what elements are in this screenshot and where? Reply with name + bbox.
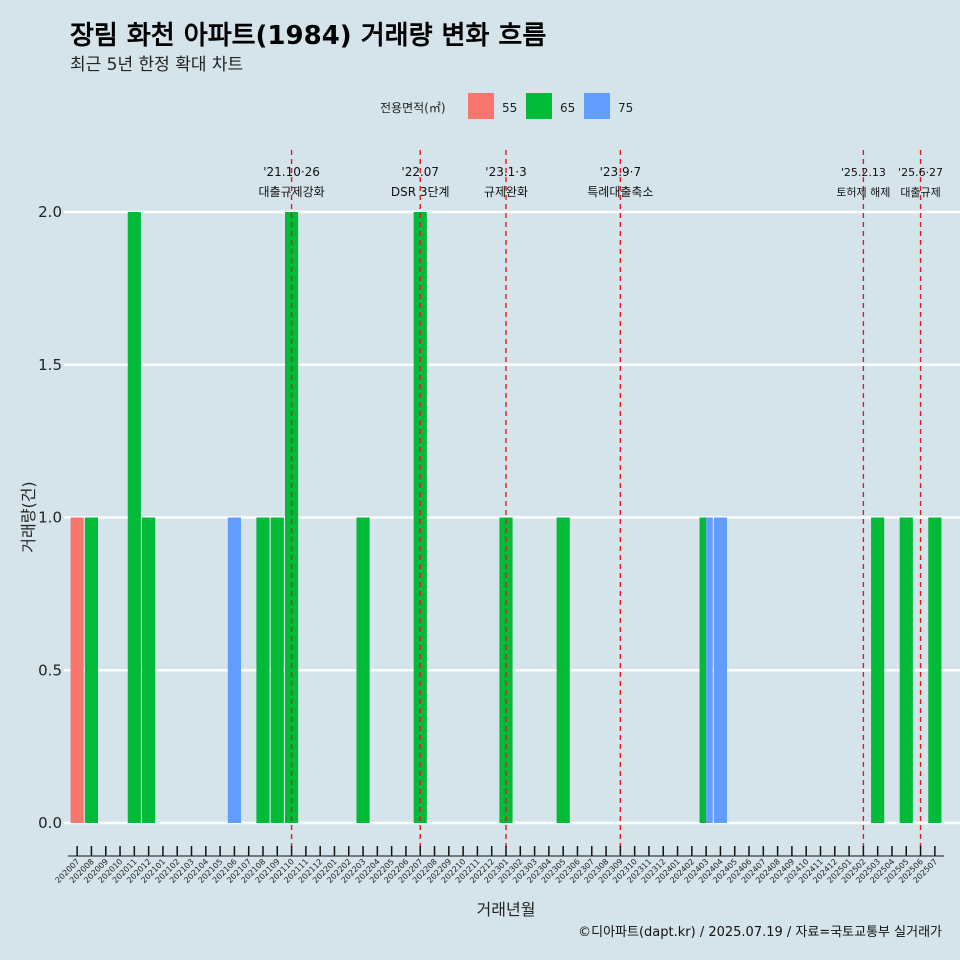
bar — [928, 517, 942, 823]
annotation-label: 규제완화 — [484, 185, 528, 199]
annotation-label: 대출규제 — [900, 186, 940, 199]
bar — [356, 517, 370, 823]
legend-swatch-75 — [584, 93, 610, 119]
bar — [556, 517, 570, 823]
annotation-label: DSR 3단계 — [391, 185, 450, 199]
annotation-label: 특례대출축소 — [587, 185, 653, 199]
legend-swatch-55 — [468, 93, 494, 119]
annotation-label: 대출규제강화 — [258, 185, 324, 199]
x-axis: 2020072020082020092020102020112020122021… — [54, 846, 944, 885]
bar — [127, 212, 141, 823]
legend-label-65: 65 — [560, 101, 575, 115]
legend-label-55: 55 — [502, 101, 517, 115]
bar — [227, 517, 241, 823]
y-tick-label: 2.0 — [38, 203, 62, 221]
bar — [284, 212, 299, 823]
x-axis-title: 거래년월 — [477, 900, 536, 919]
bar — [84, 517, 99, 823]
legend-swatch-65 — [526, 93, 552, 119]
bar — [70, 517, 84, 823]
annotation-date: '23.1·3 — [485, 165, 526, 179]
y-tick-label: 0.0 — [38, 814, 62, 832]
legend-title: 전용면적(㎡) — [380, 101, 446, 115]
bar — [270, 517, 284, 823]
y-tick-label: 1.5 — [38, 356, 62, 374]
annotation-date: '22.07 — [401, 165, 439, 179]
y-tick-label: 0.5 — [38, 661, 62, 679]
y-axis-ticks: 0.0 0.5 1.0 1.5 2.0 — [38, 203, 62, 832]
caption: ©디아파트(dapt.kr) / 2025.07.19 / 자료=국토교통부 실… — [578, 925, 942, 940]
legend: 전용면적(㎡) 55 65 75 — [380, 93, 633, 119]
annotation-date: '25.6·27 — [898, 166, 943, 179]
event-annotations: '21.10·26 대출규제강화 '22.07 DSR 3단계 '23.1·3 규제완화 '… — [258, 165, 943, 199]
bar — [706, 517, 713, 823]
bar — [871, 517, 885, 823]
bar — [699, 517, 707, 823]
annotation-date: '23.9·7 — [600, 165, 641, 179]
bar — [142, 517, 156, 823]
y-tick-label: 1.0 — [38, 509, 62, 527]
bar — [256, 517, 270, 823]
chart-subtitle: 최근 5년 한정 확대 차트 — [70, 55, 243, 75]
legend-label-75: 75 — [618, 101, 633, 115]
bar — [499, 517, 513, 823]
annotation-date: '21.10·26 — [263, 165, 320, 179]
bar — [713, 517, 728, 823]
bars — [70, 212, 942, 823]
y-axis-title: 거래량(건) — [19, 481, 38, 552]
bar — [899, 517, 913, 823]
annotation-date: '25.2.13 — [841, 166, 886, 179]
annotation-label: 토허제 해제 — [836, 185, 890, 199]
event-lines — [290, 150, 922, 850]
chart-title: 장림 화천 아파트(1984) 거래량 변화 흐름 — [70, 21, 546, 51]
bar — [413, 212, 427, 823]
